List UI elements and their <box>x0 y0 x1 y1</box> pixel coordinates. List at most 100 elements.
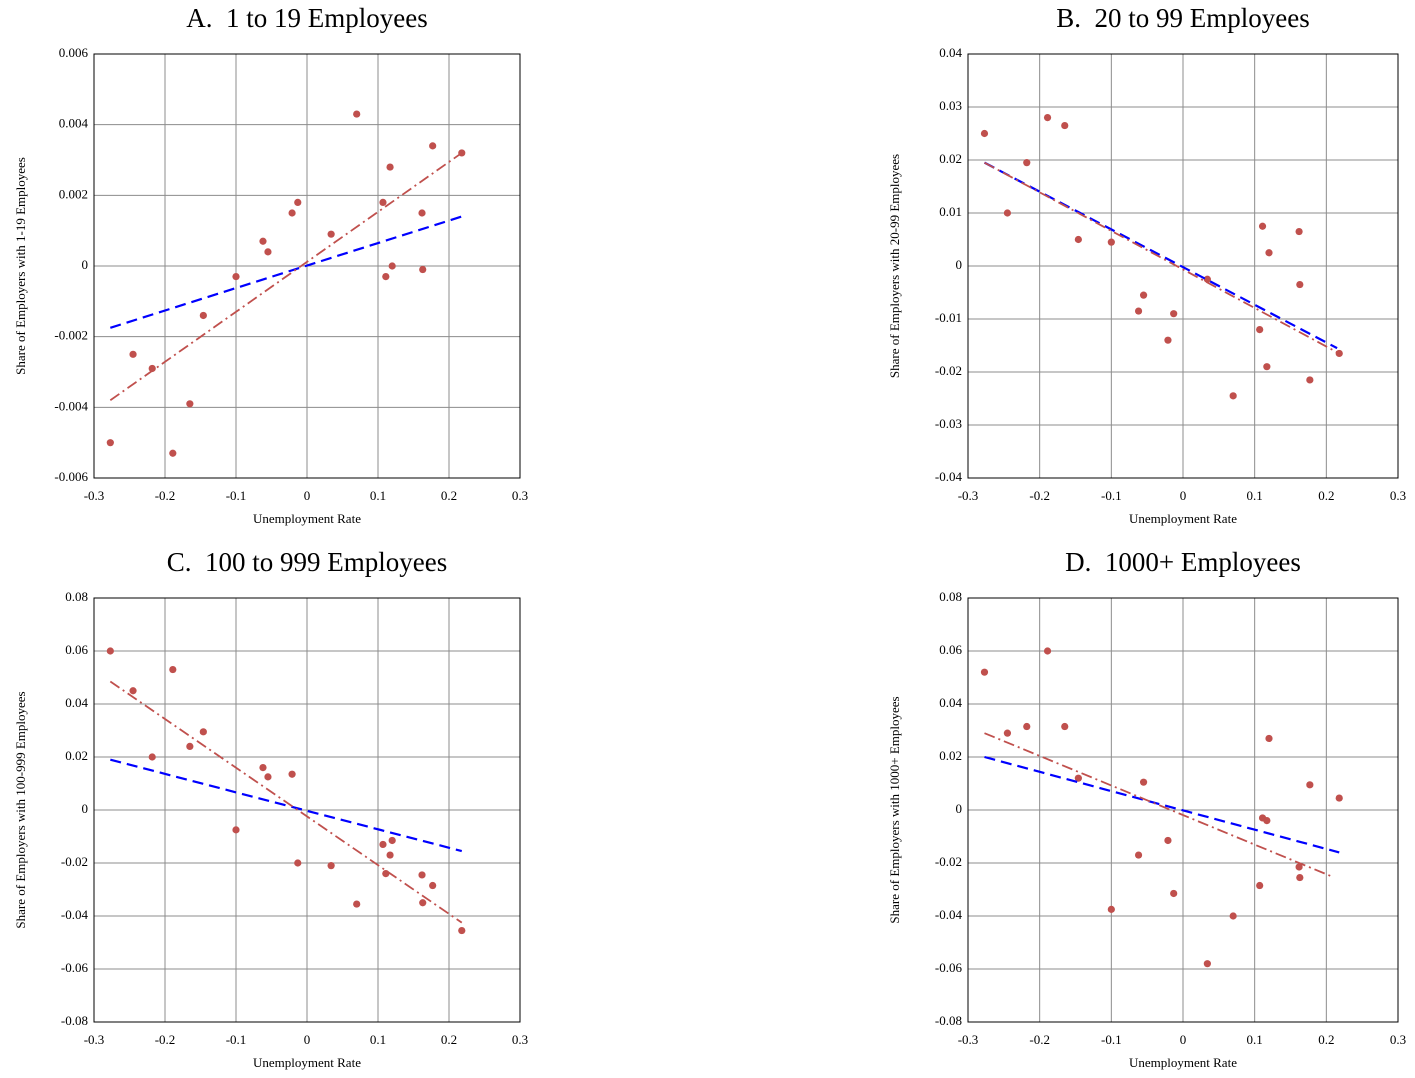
data-point <box>1074 235 1082 244</box>
data-point <box>1139 778 1148 786</box>
data-point <box>1003 209 1012 217</box>
y-tick-label: 0.06 <box>65 642 88 657</box>
data-point <box>169 449 177 457</box>
data-point <box>382 273 390 281</box>
data-point <box>1139 291 1148 299</box>
y-tick-label: -0.04 <box>935 907 963 922</box>
y-tick-label: -0.002 <box>54 328 88 343</box>
chart-title: D. 1000+ Employees <box>1065 547 1301 577</box>
x-tick-label: 0.3 <box>1390 488 1406 503</box>
x-tick-label: -0.1 <box>1101 1032 1122 1047</box>
y-tick-label: 0.006 <box>59 45 89 60</box>
data-point <box>1061 121 1069 130</box>
data-point <box>353 110 361 118</box>
plot-border <box>967 597 1399 1023</box>
y-tick-label: -0.04 <box>935 469 963 484</box>
x-tick-label: -0.2 <box>155 1032 176 1047</box>
data-point <box>327 230 335 238</box>
data-point <box>129 350 137 358</box>
x-tick-label: 0.1 <box>1247 1032 1263 1047</box>
data-point <box>429 881 437 890</box>
x-tick-label: 0.3 <box>512 1032 528 1047</box>
data-point <box>386 851 394 859</box>
trend-line <box>110 758 463 853</box>
data-point <box>259 237 267 245</box>
y-tick-label: 0.02 <box>939 151 962 166</box>
data-point <box>1203 960 1211 968</box>
data-point <box>1061 722 1069 731</box>
y-tick-label: 0.02 <box>939 748 962 763</box>
data-point <box>1295 863 1303 871</box>
x-tick-label: 0.2 <box>441 488 457 503</box>
data-point <box>388 262 396 270</box>
x-tick-label: 0.1 <box>1247 488 1263 503</box>
data-point <box>1265 734 1273 743</box>
x-tick-label: -0.2 <box>1029 1032 1050 1047</box>
y-tick-label: 0.08 <box>65 589 88 604</box>
y-tick-label: 0 <box>82 257 89 272</box>
x-axis-label: Unemployment Rate <box>253 511 361 526</box>
data-point <box>1074 774 1082 782</box>
data-point <box>1023 722 1031 731</box>
y-tick-label: 0.01 <box>939 204 962 219</box>
data-point <box>288 209 296 217</box>
x-tick-label: -0.3 <box>84 488 105 503</box>
data-point <box>288 770 296 778</box>
y-tick-label: 0.004 <box>59 116 89 131</box>
data-point <box>419 265 427 274</box>
y-tick-label: -0.02 <box>61 854 88 869</box>
y-tick-label: -0.01 <box>935 310 962 325</box>
data-point <box>419 899 427 907</box>
data-point <box>1203 275 1211 283</box>
data-point <box>186 742 194 751</box>
y-tick-label: -0.03 <box>935 416 962 431</box>
data-point <box>1306 781 1314 789</box>
data-point <box>294 859 302 867</box>
x-tick-label: 0 <box>1180 1032 1187 1047</box>
trend-line <box>109 215 463 329</box>
y-tick-label: 0.04 <box>65 695 88 710</box>
x-axis-label: Unemployment Rate <box>253 1055 361 1070</box>
trend-line <box>984 755 1340 854</box>
chart-title: C. 100 to 999 Employees <box>167 547 447 577</box>
data-point <box>1263 817 1271 825</box>
data-point <box>1043 114 1052 122</box>
data-point <box>232 273 240 281</box>
data-point <box>106 647 114 655</box>
data-point <box>1107 238 1115 246</box>
data-point <box>1295 227 1303 236</box>
data-point <box>1335 794 1343 802</box>
trend-line <box>109 680 463 924</box>
data-point <box>1170 310 1178 318</box>
data-point <box>186 400 194 408</box>
y-axis-label: Share of Employers with 1-19 Employees <box>13 157 28 375</box>
y-tick-label: 0 <box>956 257 963 272</box>
data-point <box>1003 729 1012 737</box>
x-tick-label: -0.3 <box>84 1032 105 1047</box>
trend-line <box>109 152 463 402</box>
data-point <box>1296 873 1304 882</box>
plot-border <box>93 53 521 479</box>
data-point <box>1256 326 1264 334</box>
data-point <box>980 129 989 138</box>
x-tick-label: -0.3 <box>958 1032 979 1047</box>
data-point <box>458 926 466 935</box>
data-point <box>1256 881 1264 890</box>
data-point <box>1265 249 1273 257</box>
y-tick-label: -0.006 <box>54 469 88 484</box>
x-tick-label: 0.2 <box>441 1032 457 1047</box>
x-tick-label: 0 <box>304 1032 311 1047</box>
x-tick-label: 0.3 <box>512 488 528 503</box>
y-tick-label: 0.08 <box>939 589 962 604</box>
data-point <box>148 753 156 761</box>
data-point <box>1134 851 1143 859</box>
data-point <box>1263 363 1271 371</box>
data-point <box>169 665 177 674</box>
y-tick-label: 0.04 <box>939 45 962 60</box>
y-tick-label: -0.004 <box>54 398 88 413</box>
data-point <box>1229 392 1237 400</box>
y-tick-label: 0 <box>82 801 89 816</box>
y-tick-label: -0.04 <box>61 907 89 922</box>
x-tick-label: -0.1 <box>226 1032 247 1047</box>
y-tick-label: 0.002 <box>59 186 88 201</box>
